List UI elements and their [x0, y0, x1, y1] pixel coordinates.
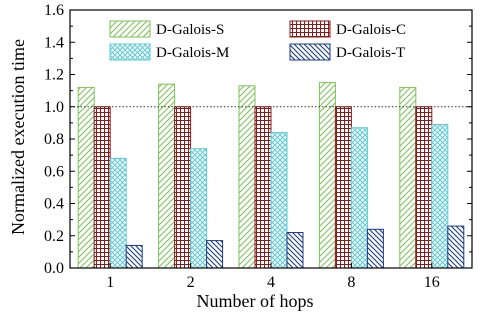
bar-d-galois-t-hops-8 — [366, 228, 384, 269]
legend-swatch-d-galois-t — [289, 43, 331, 61]
y-tick-label: 0.4 — [44, 196, 64, 213]
bar-d-galois-m-hops-8 — [350, 127, 368, 269]
x-tick-label: 16 — [424, 274, 440, 291]
y-tick-label: 0.8 — [44, 131, 64, 148]
y-axis: 0.0 0.2 0.4 0.6 0.8 1.0 1.2 1.4 1.6 — [44, 2, 472, 277]
legend-label-d-galois-c: D-Galois-C — [336, 22, 406, 38]
bar-d-galois-c-hops-1 — [93, 106, 111, 269]
bar-d-galois-s-hops-1 — [77, 86, 95, 269]
bar-d-galois-m-hops-16 — [431, 123, 449, 269]
bar-d-galois-s-hops-16 — [399, 86, 417, 269]
y-tick-label: 1.2 — [44, 67, 64, 84]
legend-swatch-d-galois-m — [109, 43, 151, 61]
bar-d-galois-t-hops-1 — [125, 244, 143, 269]
legend: D-Galois-S D-Galois-C D-Galois-M D-Galois-T — [109, 20, 406, 61]
bar-d-galois-c-hops-2 — [174, 106, 192, 269]
bar-d-galois-m-hops-2 — [190, 148, 208, 269]
x-tick-label: 1 — [106, 274, 114, 291]
x-tick-label: 8 — [347, 274, 355, 291]
bar-d-galois-c-hops-16 — [415, 106, 433, 269]
bar-d-galois-s-hops-2 — [158, 83, 176, 269]
bar-d-galois-t-hops-2 — [206, 240, 224, 269]
x-axis-title: Number of hops — [197, 291, 314, 311]
bar-d-galois-t-hops-16 — [447, 225, 465, 269]
bar-d-galois-s-hops-4 — [238, 85, 256, 269]
y-tick-label: 0.2 — [44, 228, 64, 245]
bar-d-galois-s-hops-8 — [318, 82, 336, 269]
legend-swatch-d-galois-c — [289, 20, 331, 38]
y-tick-label: 0.0 — [44, 260, 64, 277]
bar-d-galois-m-hops-4 — [270, 132, 288, 269]
y-tick-label: 0.6 — [44, 163, 64, 180]
legend-label-d-galois-s: D-Galois-S — [156, 22, 224, 38]
x-axis: 1 2 4 8 16 — [106, 263, 440, 291]
bar-d-galois-c-hops-8 — [334, 106, 352, 269]
y-tick-label: 1.4 — [44, 34, 64, 51]
x-tick-label: 4 — [267, 274, 275, 291]
x-tick-label: 2 — [187, 274, 195, 291]
y-tick-label: 1.6 — [44, 2, 64, 19]
bar-d-galois-m-hops-1 — [109, 157, 127, 269]
bar-d-galois-c-hops-4 — [254, 106, 272, 269]
bar-d-galois-t-hops-4 — [286, 232, 304, 269]
legend-swatch-d-galois-s — [109, 20, 151, 38]
legend-label-d-galois-t: D-Galois-T — [336, 45, 405, 61]
y-tick-label: 1.0 — [44, 99, 64, 116]
legend-label-d-galois-m: D-Galois-M — [156, 45, 229, 61]
bars-group — [77, 82, 465, 269]
y-axis-title: Normalized execution time — [8, 39, 28, 235]
